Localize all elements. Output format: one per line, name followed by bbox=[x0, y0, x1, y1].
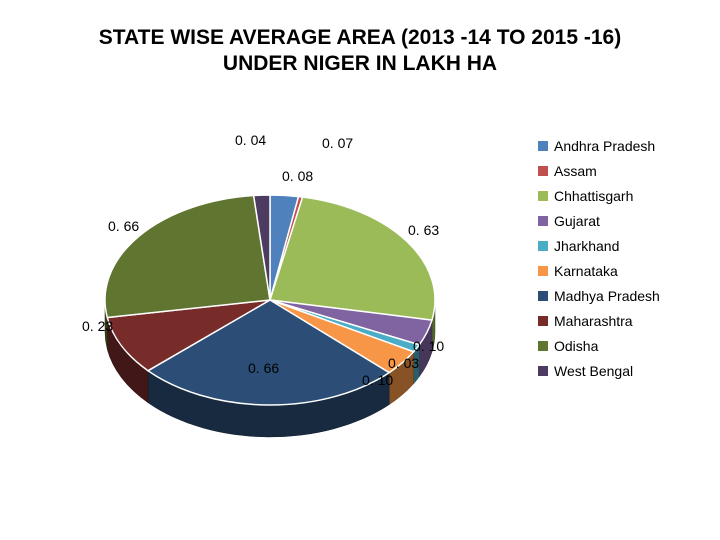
pie-chart bbox=[60, 140, 480, 500]
legend-item: Odisha bbox=[538, 338, 678, 354]
legend-swatch bbox=[538, 316, 548, 326]
legend-label: Odisha bbox=[554, 338, 598, 354]
data-label: 0. 04 bbox=[235, 132, 266, 148]
legend-item: West Bengal bbox=[538, 363, 678, 379]
legend-label: Karnataka bbox=[554, 263, 618, 279]
legend-swatch bbox=[538, 216, 548, 226]
data-label: 0. 23 bbox=[82, 318, 113, 334]
legend-label: Chhattisgarh bbox=[554, 188, 633, 204]
legend-label: Madhya Pradesh bbox=[554, 288, 660, 304]
data-label: 0. 66 bbox=[108, 218, 139, 234]
legend-item: Jharkhand bbox=[538, 238, 678, 254]
legend-item: Maharashtra bbox=[538, 313, 678, 329]
legend-label: Andhra Pradesh bbox=[554, 138, 655, 154]
pie-slice bbox=[105, 196, 270, 318]
legend-label: Gujarat bbox=[554, 213, 600, 229]
data-label: 0. 10 bbox=[413, 338, 444, 354]
legend-swatch bbox=[538, 341, 548, 351]
legend-swatch bbox=[538, 191, 548, 201]
legend-swatch bbox=[538, 166, 548, 176]
legend-item: Gujarat bbox=[538, 213, 678, 229]
legend-swatch bbox=[538, 366, 548, 376]
data-label: 0. 66 bbox=[248, 360, 279, 376]
legend-label: West Bengal bbox=[554, 363, 633, 379]
legend-swatch bbox=[538, 241, 548, 251]
legend-label: Assam bbox=[554, 163, 597, 179]
data-label: 0. 10 bbox=[362, 372, 393, 388]
legend-item: Assam bbox=[538, 163, 678, 179]
legend-swatch bbox=[538, 141, 548, 151]
legend-item: Chhattisgarh bbox=[538, 188, 678, 204]
legend-item: Karnataka bbox=[538, 263, 678, 279]
legend-swatch bbox=[538, 291, 548, 301]
legend-item: Madhya Pradesh bbox=[538, 288, 678, 304]
legend-item: Andhra Pradesh bbox=[538, 138, 678, 154]
data-label: 0. 63 bbox=[408, 222, 439, 238]
legend-label: Maharashtra bbox=[554, 313, 633, 329]
data-label: 0. 03 bbox=[388, 355, 419, 371]
chart-title: STATE WISE AVERAGE AREA (2013 -14 TO 201… bbox=[90, 25, 630, 78]
legend: Andhra Pradesh Assam Chhattisgarh Gujarat Jh… bbox=[538, 138, 678, 388]
legend-label: Jharkhand bbox=[554, 238, 619, 254]
data-label: 0. 08 bbox=[282, 168, 313, 184]
legend-swatch bbox=[538, 266, 548, 276]
data-label: 0. 07 bbox=[322, 135, 353, 151]
